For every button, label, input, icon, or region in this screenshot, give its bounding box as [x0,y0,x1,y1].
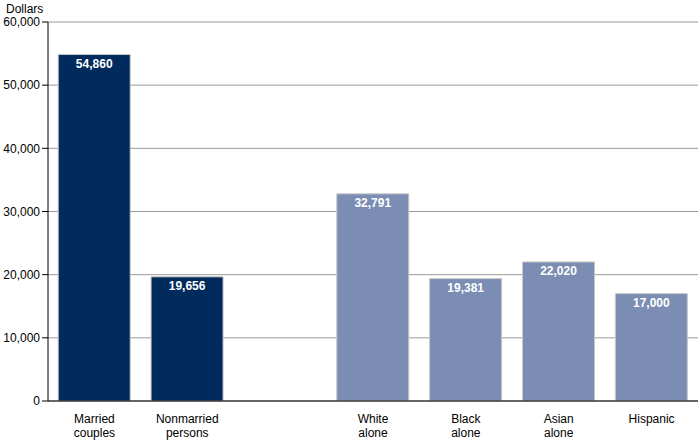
svg-text:32,791: 32,791 [354,196,391,210]
svg-text:Marriedcouples: Marriedcouples [74,412,115,440]
svg-text:10,000: 10,000 [3,331,40,345]
svg-text:Nonmarriedpersons: Nonmarriedpersons [156,412,219,440]
svg-text:17,000: 17,000 [633,296,670,310]
svg-text:19,381: 19,381 [447,281,484,295]
svg-text:50,000: 50,000 [3,78,40,92]
svg-text:Whitealone: Whitealone [358,412,389,440]
svg-text:40,000: 40,000 [3,142,40,156]
svg-text:Asianalone: Asianalone [544,412,574,440]
svg-text:Blackalone: Blackalone [451,412,481,440]
svg-text:Hispanic: Hispanic [629,412,675,426]
svg-text:30,000: 30,000 [3,205,40,219]
html-text:Dollars: Dollars [6,2,44,16]
svg-text:19,656: 19,656 [169,279,206,293]
svg-text:0: 0 [33,394,40,408]
svg-text:54,860: 54,860 [76,57,113,71]
svg-text:22,020: 22,020 [540,264,577,278]
svg-text:20,000: 20,000 [3,268,40,282]
svg-text:60,000: 60,000 [3,15,40,29]
